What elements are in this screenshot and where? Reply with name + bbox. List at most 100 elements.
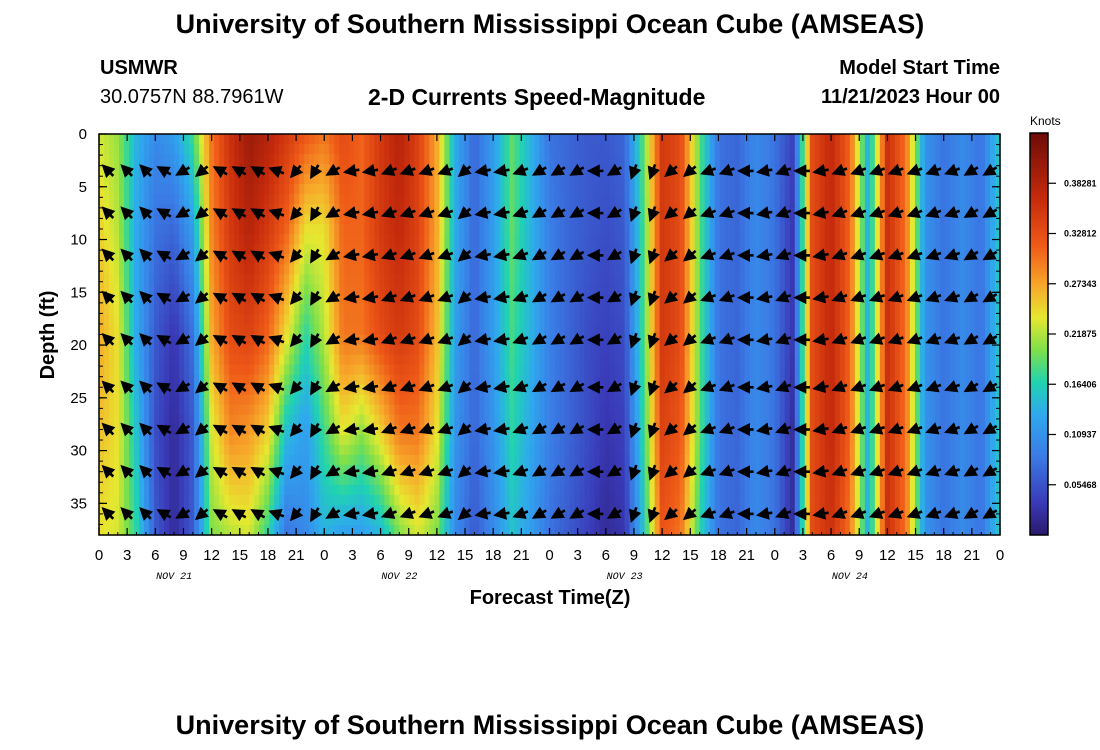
heatmap-cell — [464, 314, 471, 326]
heatmap-cell — [494, 174, 501, 185]
heatmap-cell — [459, 224, 466, 235]
heatmap-cell — [164, 404, 170, 416]
heatmap-cell — [334, 354, 340, 366]
heatmap-cell — [374, 224, 380, 235]
heatmap-cell — [649, 144, 656, 155]
heatmap-cell — [284, 494, 290, 506]
heatmap-cell — [534, 154, 541, 165]
heatmap-cell — [609, 314, 616, 326]
heatmap-cell — [654, 394, 661, 406]
heatmap-cell — [259, 304, 265, 316]
heatmap-cell — [389, 234, 395, 245]
heatmap-cell — [259, 224, 265, 235]
heatmap-cell — [119, 354, 125, 366]
heatmap-cell — [589, 374, 596, 386]
heatmap-cell — [104, 454, 110, 466]
heatmap-cell — [684, 214, 691, 225]
heatmap-cell — [619, 144, 626, 155]
heatmap-cell — [314, 324, 320, 336]
heatmap-cell — [429, 264, 435, 275]
heatmap-cell — [719, 284, 726, 296]
heatmap-cell — [589, 524, 596, 536]
heatmap-cell — [119, 324, 125, 336]
heatmap-cell — [399, 354, 405, 366]
heatmap-cell — [269, 144, 275, 155]
heatmap-cell — [574, 514, 581, 526]
heatmap-cell — [394, 224, 400, 235]
heatmap-cell — [174, 184, 180, 195]
heatmap-cell — [179, 444, 185, 456]
heatmap-cell — [429, 414, 435, 426]
heatmap-cell — [534, 184, 541, 195]
heatmap-cell — [344, 404, 350, 416]
heatmap-cell — [514, 304, 521, 316]
heatmap-cell — [549, 234, 556, 245]
heatmap-cell — [434, 384, 440, 396]
heatmap-cell — [99, 384, 105, 396]
heatmap-cell — [589, 304, 596, 316]
heatmap-cell — [469, 244, 476, 255]
heatmap-cell — [489, 244, 496, 255]
heatmap-cell — [354, 404, 360, 416]
heatmap-cell — [694, 304, 701, 316]
heatmap-cell — [489, 154, 496, 165]
heatmap-cell — [114, 514, 120, 526]
heatmap-cell — [334, 284, 340, 296]
heatmap-cell — [114, 344, 120, 356]
heatmap-cell — [614, 474, 621, 486]
heatmap-cell — [409, 144, 415, 155]
heatmap-cell — [429, 394, 435, 406]
heatmap-cell — [324, 414, 330, 426]
heatmap-cell — [399, 334, 405, 346]
heatmap-cell — [579, 224, 586, 235]
heatmap-cell — [569, 304, 576, 316]
heatmap-cell — [229, 184, 235, 195]
heatmap-cell — [234, 274, 240, 285]
heatmap-cell — [164, 354, 170, 366]
heatmap-cell — [189, 294, 195, 306]
heatmap-cell — [304, 214, 310, 225]
heatmap-cell — [654, 144, 661, 155]
heatmap-cell — [149, 454, 155, 466]
heatmap-cell — [424, 134, 430, 145]
heatmap-cell — [104, 224, 110, 235]
heatmap-cell — [689, 284, 696, 296]
heatmap-cell — [664, 364, 671, 376]
heatmap-cell — [139, 184, 145, 195]
heatmap-cell — [239, 154, 245, 165]
heatmap-cell — [644, 154, 651, 165]
heatmap-cell — [304, 224, 310, 235]
heatmap-cell — [414, 344, 420, 356]
heatmap-cell — [214, 524, 220, 536]
heatmap-cell — [269, 414, 275, 426]
heatmap-cell — [164, 344, 170, 356]
heatmap-cell — [134, 304, 140, 316]
heatmap-cell — [269, 174, 275, 185]
heatmap-cell — [404, 404, 410, 416]
heatmap-cell — [579, 264, 586, 275]
heatmap-cell — [349, 434, 355, 446]
heatmap-cell — [419, 454, 425, 466]
heatmap-cell — [349, 354, 355, 366]
heatmap-cell — [634, 194, 641, 205]
heatmap-cell — [549, 194, 556, 205]
heatmap-cell — [629, 354, 636, 366]
heatmap-cell — [114, 464, 120, 476]
heatmap-cell — [449, 514, 455, 526]
heatmap-cell — [714, 204, 721, 215]
heatmap-cell — [339, 394, 345, 406]
heatmap-cell — [419, 364, 425, 376]
heatmap-cell — [319, 454, 325, 466]
heatmap-cell — [524, 434, 531, 446]
heatmap-cell — [174, 434, 180, 446]
heatmap-cell — [424, 434, 430, 446]
heatmap-cell — [269, 274, 275, 285]
heatmap-cell — [699, 344, 706, 356]
heatmap-cell — [519, 264, 526, 275]
heatmap-cell — [639, 274, 646, 285]
heatmap-cell — [669, 314, 676, 326]
heatmap-cell — [224, 194, 230, 205]
heatmap-cell — [144, 134, 150, 145]
heatmap-cell — [584, 274, 591, 285]
heatmap-cell — [424, 264, 430, 275]
